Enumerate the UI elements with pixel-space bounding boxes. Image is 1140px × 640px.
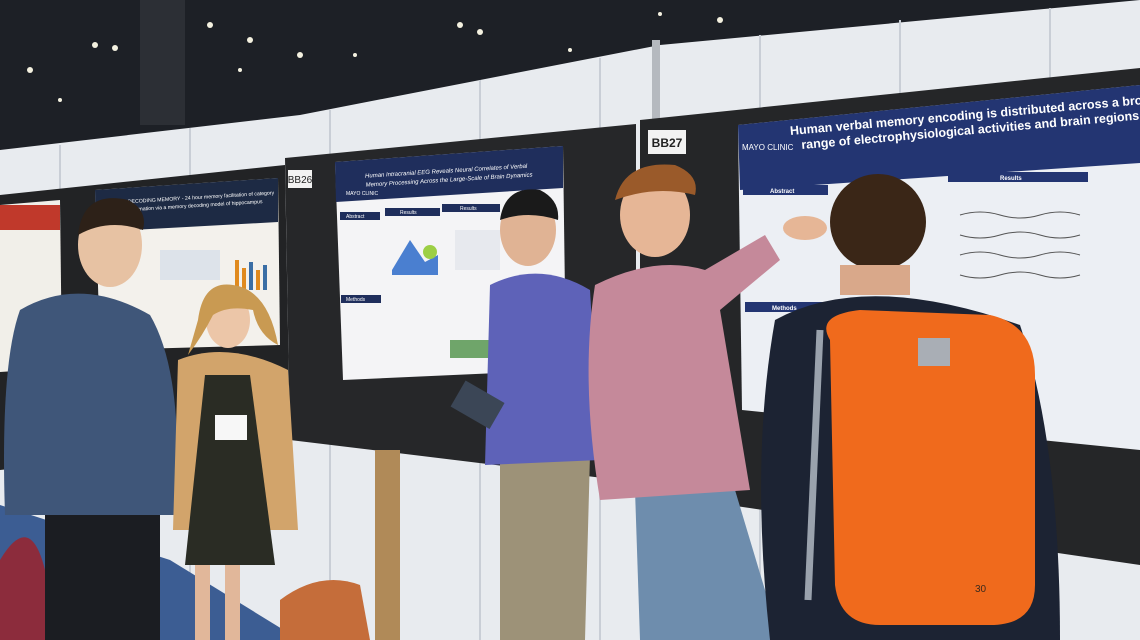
shape bbox=[341, 295, 381, 303]
booth-tag bbox=[288, 170, 312, 188]
shape bbox=[215, 415, 247, 440]
shape bbox=[457, 22, 463, 28]
shape bbox=[620, 173, 690, 257]
poster-logo: MAYO CLINIC bbox=[742, 143, 794, 152]
section-label: Methods bbox=[772, 306, 797, 312]
shape bbox=[783, 216, 827, 240]
shape bbox=[92, 42, 98, 48]
shape bbox=[235, 260, 239, 290]
shape bbox=[263, 265, 267, 290]
shape bbox=[340, 212, 380, 220]
shape bbox=[207, 22, 213, 28]
shape bbox=[112, 45, 118, 51]
shape bbox=[450, 340, 490, 358]
shape bbox=[450, 380, 505, 429]
shape bbox=[948, 172, 1088, 182]
backpack: 30 bbox=[804, 310, 1035, 625]
shape bbox=[717, 17, 723, 23]
shape bbox=[297, 52, 303, 58]
shape bbox=[959, 231, 1081, 239]
shape bbox=[27, 67, 33, 73]
shape bbox=[658, 12, 662, 16]
shape bbox=[58, 98, 62, 102]
section-label: Methods bbox=[346, 297, 366, 303]
shape bbox=[385, 208, 440, 216]
shape bbox=[188, 284, 278, 355]
shape bbox=[959, 251, 1081, 259]
booth-label: BB27 bbox=[652, 136, 683, 150]
person bbox=[588, 164, 827, 640]
person bbox=[450, 189, 600, 640]
section-label: Results bbox=[1000, 176, 1022, 182]
shape bbox=[242, 268, 246, 290]
shape bbox=[745, 302, 830, 312]
shape bbox=[78, 198, 144, 235]
section-label: Results bbox=[400, 210, 417, 216]
person bbox=[4, 198, 178, 640]
shape bbox=[918, 338, 950, 366]
poster-header bbox=[738, 85, 1140, 190]
poster-sections: Abstract Results Results Methods bbox=[340, 204, 500, 303]
poster-logo: MAYO CLINIC bbox=[346, 191, 379, 197]
person bbox=[173, 284, 298, 640]
easel-leg bbox=[375, 450, 400, 640]
shape bbox=[185, 375, 275, 565]
poster-header bbox=[0, 205, 60, 230]
section-label: Abstract bbox=[770, 189, 794, 195]
shape bbox=[353, 53, 357, 57]
shape bbox=[743, 185, 828, 195]
shape bbox=[500, 455, 590, 640]
ceiling-lights bbox=[27, 12, 723, 112]
section-label: Abstract bbox=[346, 214, 365, 220]
shape bbox=[959, 211, 1081, 219]
section-label: Results bbox=[460, 206, 477, 212]
poster-figures bbox=[392, 230, 500, 358]
shape bbox=[442, 204, 500, 212]
shape bbox=[830, 174, 926, 270]
shape bbox=[392, 240, 438, 275]
shape bbox=[423, 245, 437, 259]
shape bbox=[635, 490, 780, 640]
shape bbox=[840, 265, 910, 295]
shape bbox=[826, 310, 1035, 625]
shape bbox=[160, 250, 220, 280]
shape bbox=[247, 37, 253, 43]
bag bbox=[280, 580, 370, 640]
shape bbox=[568, 48, 572, 52]
shape bbox=[238, 68, 242, 72]
backpack-number: 30 bbox=[975, 584, 987, 595]
shape bbox=[959, 271, 1081, 279]
shape bbox=[804, 329, 824, 601]
shape bbox=[500, 189, 559, 220]
poster-header bbox=[335, 146, 563, 202]
shape bbox=[249, 262, 253, 290]
shape bbox=[588, 235, 780, 500]
pillar bbox=[140, 0, 185, 125]
shape bbox=[485, 273, 600, 465]
shape bbox=[615, 164, 696, 200]
shape bbox=[455, 230, 500, 270]
shape bbox=[4, 293, 178, 515]
bag bbox=[0, 537, 45, 640]
shape bbox=[477, 29, 483, 35]
poster-figures bbox=[959, 211, 1081, 279]
poster-figures bbox=[160, 250, 267, 290]
shape bbox=[256, 270, 260, 290]
booth-label: BB26 bbox=[288, 175, 313, 186]
poster-sections: Abstract Results Methods bbox=[743, 172, 1088, 312]
booth-tag bbox=[648, 130, 686, 154]
